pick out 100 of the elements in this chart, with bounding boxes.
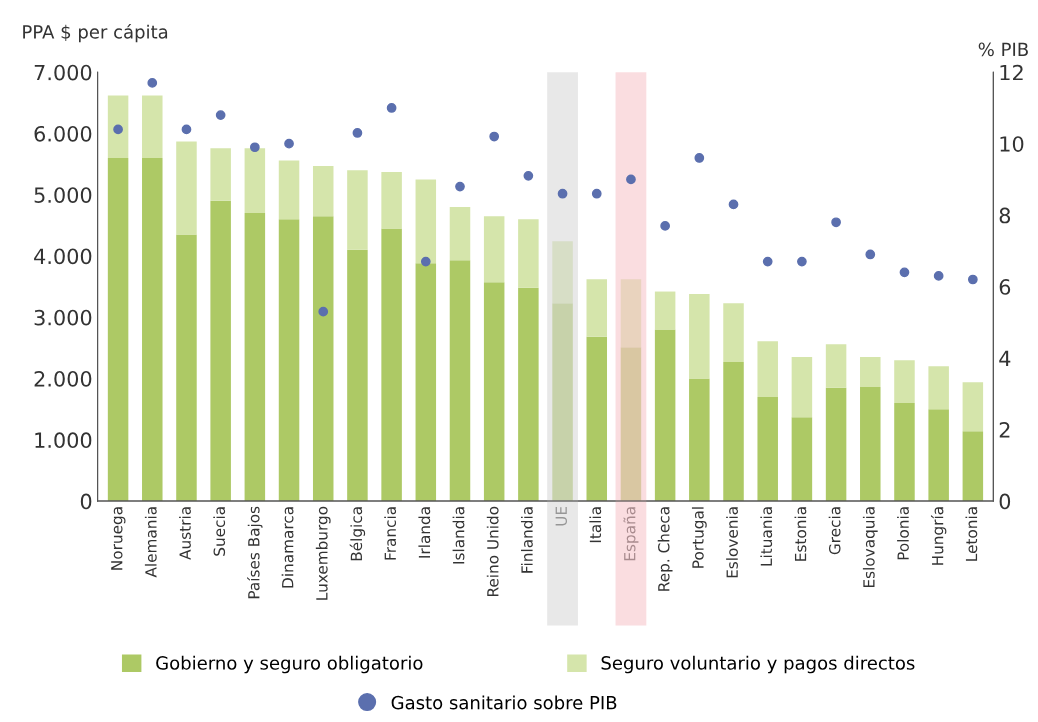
y2-tick-label: 6 (999, 279, 1011, 295)
y2-tick-label: 8 (999, 207, 1011, 224)
x-tick-label: Austria (179, 507, 191, 560)
point (284, 138, 294, 149)
x-tick-label: Noruega (111, 507, 126, 570)
point (933, 271, 944, 281)
point (455, 181, 465, 192)
x-tick-label: Países Bajos (247, 506, 263, 599)
bar (381, 172, 402, 229)
y-tick-label: 7.000 (34, 64, 92, 81)
bar (620, 347, 642, 502)
point (318, 306, 329, 317)
x-tick-label: Polonia (897, 507, 909, 560)
bar (791, 357, 813, 418)
point (797, 256, 807, 267)
y-tick-label: 6.000 (34, 125, 92, 142)
x-tick-label: Hungría (930, 507, 947, 565)
bar (142, 157, 163, 502)
point (489, 131, 500, 142)
point (386, 103, 397, 113)
x-tick-label: Islandia (452, 507, 465, 564)
x-tick-label: Eslovaquia (862, 507, 878, 588)
bar (928, 409, 949, 502)
bar (654, 329, 676, 502)
bar (860, 387, 881, 502)
x-tick-label: Luxemburgo (315, 506, 331, 600)
x-tick-label: Estonia (794, 507, 807, 561)
bar (176, 141, 197, 235)
x-tick-label: Suecia (213, 507, 226, 556)
bar (347, 170, 368, 250)
x-tick-label: Bélgica (349, 507, 366, 561)
y-tick-label: 4.000 (34, 248, 92, 265)
x-tick-label: Alemania (144, 507, 157, 578)
y2-tick-label: 12 (1000, 64, 1023, 81)
bar (757, 341, 778, 397)
point (831, 217, 841, 228)
y2-tick-label: 2 (999, 422, 1010, 438)
bar (449, 260, 471, 502)
bar (757, 396, 778, 502)
x-tick-label: Italia (589, 507, 602, 543)
y2-axis-title: % PIB (978, 42, 1028, 57)
x-tick-label: Lituania (760, 507, 773, 566)
x-tick-label: UE (555, 506, 567, 526)
x-tick-label: Reino Unido (486, 506, 499, 597)
x-tick-label: Grecia (828, 507, 841, 555)
point (899, 267, 910, 278)
bar (312, 216, 334, 502)
y-tick-label: 5.000 (34, 187, 92, 203)
bar (244, 148, 266, 214)
bar (107, 95, 129, 158)
x-tick-label: Letonia (965, 507, 978, 561)
bar (415, 263, 437, 502)
point (215, 110, 226, 120)
bar (518, 219, 539, 288)
y-axis-title: PPA $ per cápita (23, 23, 168, 43)
bar (586, 279, 608, 337)
bar (860, 357, 881, 388)
bar (620, 279, 642, 348)
point (762, 256, 773, 267)
bar (894, 360, 915, 404)
x-tick-label: Francia (384, 507, 397, 560)
bar (552, 241, 573, 304)
bar (962, 431, 984, 502)
point (249, 142, 260, 153)
bar (278, 160, 300, 220)
point (147, 78, 158, 88)
bar (278, 219, 300, 502)
bar (244, 213, 266, 502)
x-tick-label: Portugal (691, 507, 707, 568)
bar (381, 228, 402, 502)
point (694, 153, 705, 163)
y2-tick-label: 4 (999, 350, 1011, 367)
point (626, 174, 636, 185)
point (113, 124, 123, 135)
legend-label: Gasto sanitario sobre PIB (391, 695, 617, 710)
point (352, 128, 363, 138)
bar (449, 206, 471, 261)
bar (142, 95, 163, 158)
y-tick-label: 1.000 (35, 432, 92, 449)
bar (689, 378, 710, 502)
bar (210, 148, 231, 201)
bar (928, 366, 949, 410)
x-tick-label: España (623, 507, 639, 561)
y-tick-label: 0 (80, 493, 92, 510)
y-tick-label: 3.000 (34, 309, 92, 326)
bar (518, 287, 539, 502)
bar (483, 216, 505, 283)
point (591, 188, 602, 199)
bar (962, 382, 984, 432)
legend-label: Gobierno y seguro obligatorio (156, 655, 423, 674)
y2-tick-label: 0 (999, 493, 1011, 510)
bar (107, 157, 129, 502)
point (181, 124, 192, 135)
bar (552, 303, 573, 502)
bar (312, 165, 334, 217)
bar (415, 179, 437, 264)
bar (176, 234, 197, 502)
point (728, 199, 739, 210)
x-tick-label: Rep. Checa (657, 507, 673, 591)
bar (825, 387, 847, 502)
